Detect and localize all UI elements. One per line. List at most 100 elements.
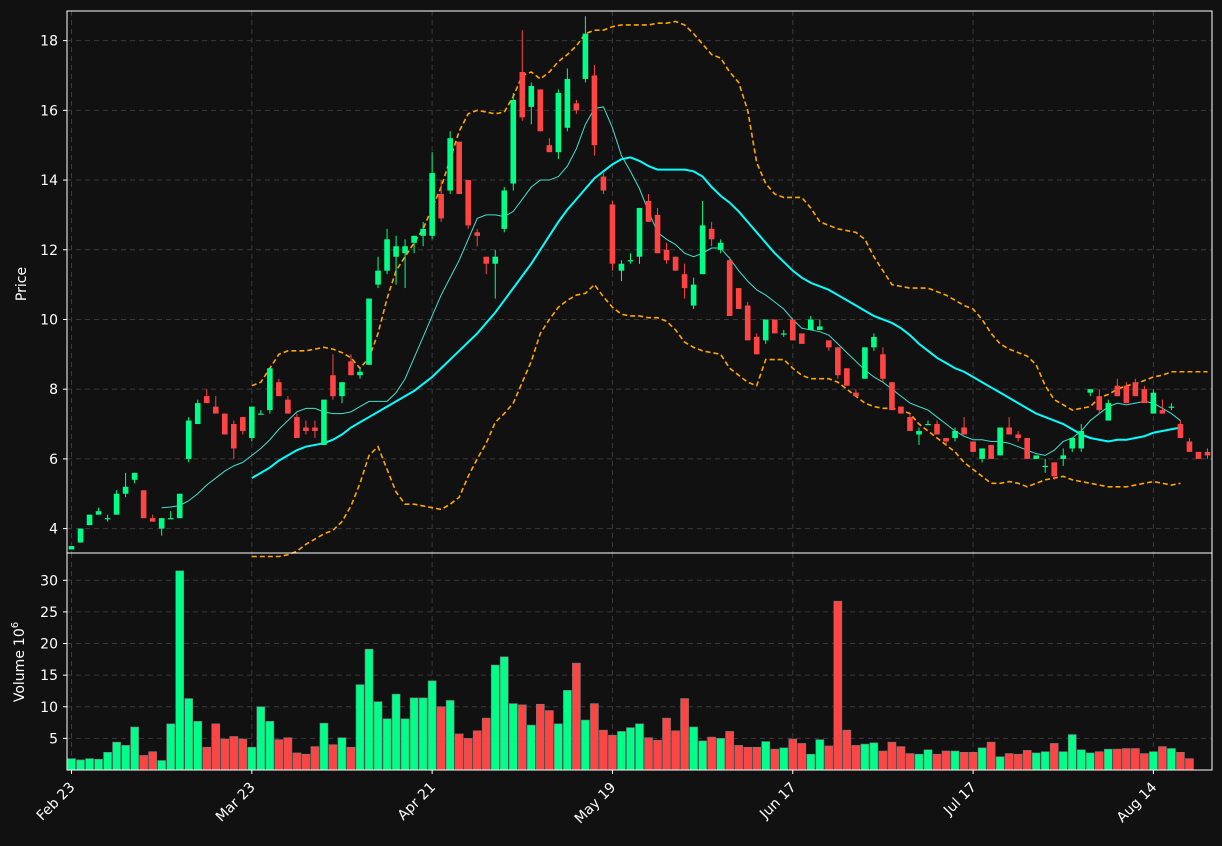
candle	[1204, 448, 1211, 459]
candle	[1195, 451, 1202, 459]
candle	[808, 315, 814, 330]
candle	[943, 437, 949, 445]
candle-body	[384, 239, 390, 271]
candle	[744, 302, 751, 341]
candle-body	[1204, 451, 1211, 456]
volume-bar	[418, 697, 428, 771]
candle	[1015, 431, 1021, 442]
candle	[1042, 458, 1049, 473]
volume-bar	[67, 758, 76, 771]
candle	[420, 221, 426, 247]
volume-bar	[1131, 748, 1140, 771]
candle	[889, 382, 895, 411]
candle	[519, 30, 526, 121]
candle	[321, 399, 327, 445]
volume-bar	[941, 750, 951, 771]
candle	[726, 256, 733, 316]
candle-body	[1069, 437, 1076, 449]
volume-bar	[842, 729, 852, 771]
candle	[591, 65, 598, 156]
candle	[798, 333, 805, 344]
candle	[1177, 420, 1184, 438]
price-tick-label: 6	[49, 452, 58, 468]
candle-body	[185, 420, 192, 459]
candle	[131, 472, 138, 484]
candle	[339, 382, 345, 404]
volume-panel-frame	[66, 552, 1213, 771]
candle	[1150, 389, 1157, 414]
candle-body	[862, 347, 868, 379]
volume-bar	[905, 753, 915, 771]
volume-bar	[1113, 748, 1122, 771]
candle-body	[780, 333, 787, 335]
candle-body	[122, 486, 129, 494]
volume-bar	[274, 739, 284, 771]
volume-bar	[1058, 751, 1068, 771]
candle	[952, 427, 958, 442]
candle-body	[447, 138, 453, 191]
candle	[95, 507, 102, 515]
candle	[303, 420, 309, 435]
volume-bar	[1076, 749, 1086, 771]
candle	[771, 319, 778, 334]
volume-bar	[779, 747, 789, 771]
candle-body	[483, 256, 490, 264]
volume-bar	[797, 743, 807, 771]
candle	[826, 340, 832, 351]
candle-body	[240, 417, 246, 432]
volume-bar	[94, 758, 103, 771]
price-tick-label: 12	[40, 243, 58, 259]
candle-body	[717, 242, 724, 250]
candle	[546, 138, 553, 153]
volume-bar	[445, 700, 455, 771]
candle	[907, 413, 913, 432]
volume-y-axis: 5 10 15 20 25 30	[40, 573, 67, 747]
candle-body	[708, 228, 715, 240]
candle-body	[456, 141, 462, 194]
candle	[1078, 424, 1085, 452]
volume-bar	[626, 727, 635, 771]
candle	[113, 490, 120, 515]
candle	[537, 89, 544, 132]
volume-bar	[157, 760, 166, 771]
volume-bar	[725, 731, 734, 771]
candle	[276, 378, 282, 397]
volume-bar	[319, 722, 329, 771]
volume-bar	[103, 751, 112, 771]
candle-body	[348, 361, 354, 376]
volume-bar	[220, 738, 230, 771]
volume-tick-label: 25	[40, 605, 58, 621]
candle-body	[916, 431, 922, 435]
candle-body	[744, 305, 751, 341]
volume-bar	[995, 756, 1005, 771]
candle-body	[961, 427, 967, 435]
candle-body	[366, 298, 372, 365]
candle	[835, 347, 841, 379]
candle-body	[1141, 389, 1148, 404]
candle	[961, 417, 967, 435]
candle	[708, 221, 715, 247]
volume-bar	[743, 746, 752, 771]
volume-bar	[130, 726, 139, 771]
volume-tick-label: 20	[40, 637, 58, 653]
candle-body	[835, 347, 841, 376]
volume-bar	[346, 746, 356, 771]
volume-bar	[554, 723, 563, 771]
volume-bar	[1013, 753, 1023, 771]
candle-body	[798, 333, 805, 344]
volume-bar	[599, 729, 608, 771]
volume-bar	[364, 648, 374, 771]
candle	[564, 68, 571, 132]
volume-bar	[139, 755, 148, 771]
candle-body	[375, 270, 381, 285]
candle	[600, 173, 607, 194]
candle	[384, 228, 390, 275]
volume-bar	[202, 746, 212, 771]
volume-bar	[211, 723, 221, 771]
volume-bar	[563, 690, 572, 771]
volume-bar	[824, 745, 834, 771]
candle	[375, 256, 381, 289]
candle	[86, 514, 93, 526]
candle-body	[573, 103, 580, 111]
candle-body	[808, 319, 814, 330]
